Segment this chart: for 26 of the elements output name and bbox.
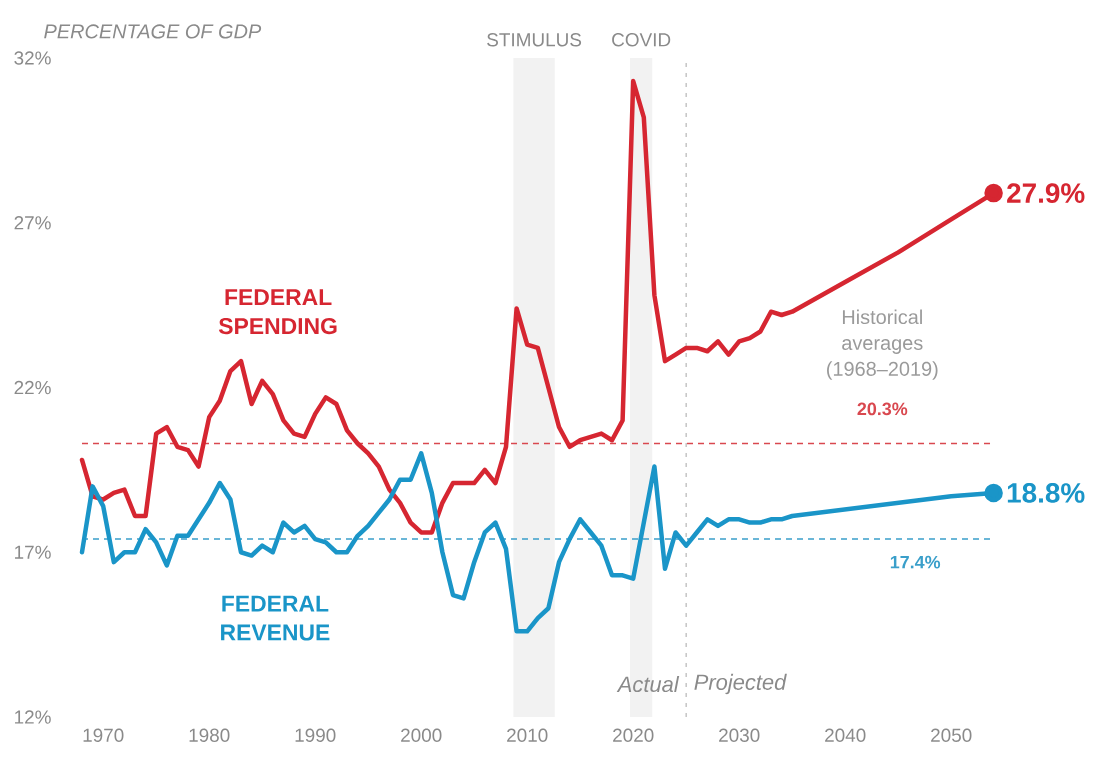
y-tick-label: 12% xyxy=(15,710,51,724)
x-tick-label: 2030 xyxy=(719,728,760,742)
data-label: 18.8% xyxy=(1007,483,1085,503)
x-tick-label: 1970 xyxy=(83,728,124,742)
data-label: 27.9% xyxy=(1007,183,1085,203)
x-tick-label: 2040 xyxy=(825,728,866,742)
series-label: FEDERAL REVENUE xyxy=(221,595,330,641)
series-label: FEDERAL SPENDING xyxy=(218,289,337,335)
x-tick-label: 2050 xyxy=(931,728,972,742)
y-axis-title: PERCENTAGE OF GDP xyxy=(44,24,262,39)
x-tick-label: 2020 xyxy=(613,728,654,742)
y-tick-label: 27% xyxy=(14,216,51,230)
x-tick-label: 2000 xyxy=(401,728,442,742)
y-tick-label: 32% xyxy=(14,51,51,65)
x-tick-label: 1980 xyxy=(189,728,230,742)
x-tick-label: 1990 xyxy=(295,728,336,742)
ref-line-label: 20.3% xyxy=(857,402,908,416)
y-tick-label: 17% xyxy=(15,545,51,559)
x-tick-label: 2010 xyxy=(507,728,548,742)
band-label: COVID xyxy=(612,33,671,47)
y-tick-label: 22% xyxy=(14,380,51,395)
band-label: STIMULUS xyxy=(487,33,582,47)
ref-line-label: 17.4% xyxy=(890,555,941,569)
annotation: Actual xyxy=(616,675,680,693)
annotation: Projected xyxy=(694,673,787,695)
annotation: Historical averages (1968–2019) xyxy=(827,309,938,380)
